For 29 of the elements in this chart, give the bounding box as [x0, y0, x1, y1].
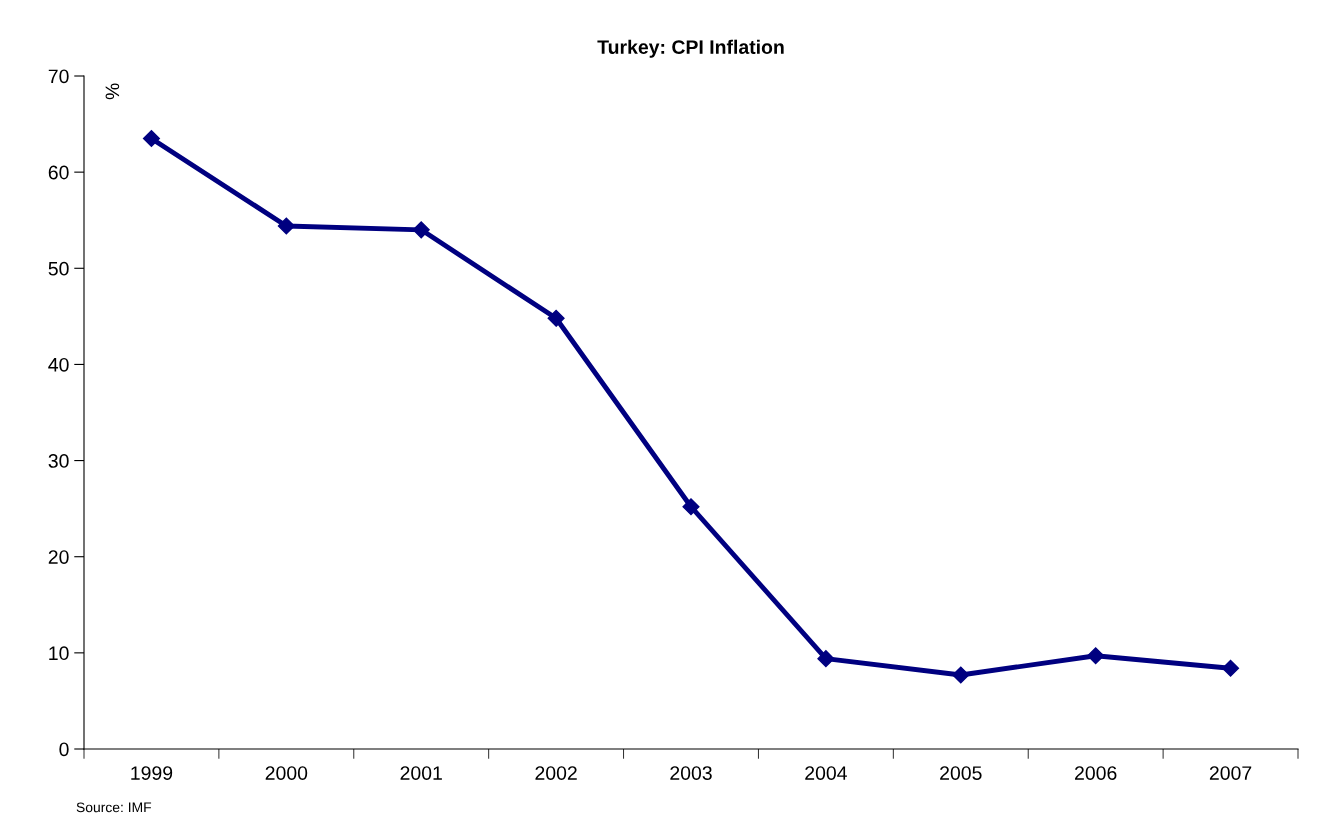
point [1087, 647, 1105, 665]
point [952, 666, 970, 684]
x-tick-label: 2004 [805, 766, 847, 780]
y-tick-label: 20 [48, 550, 69, 564]
y-axis-title: % [105, 83, 120, 100]
point [412, 221, 430, 239]
x-tick-label: 2006 [1075, 766, 1117, 780]
x-tick-label: 2003 [670, 766, 712, 780]
point [277, 217, 295, 235]
point [142, 129, 160, 148]
chart-title: Turkey: CPI Inflation [597, 39, 784, 58]
point [682, 498, 700, 516]
y-tick-label: 60 [48, 165, 69, 180]
x-tick-label: 2005 [940, 766, 982, 780]
source-note: Source: IMF [76, 802, 152, 813]
x-tick-label: 1999 [131, 766, 173, 780]
x-tick-label: 2007 [1209, 766, 1252, 780]
y-tick-label: 40 [48, 357, 69, 372]
point [817, 650, 835, 668]
y-tick-label: 70 [48, 69, 69, 84]
y-tick-label: 50 [48, 261, 69, 276]
point [1222, 659, 1240, 677]
y-tick-label: 30 [48, 454, 69, 468]
point [547, 309, 565, 327]
x-tick-label: 2000 [265, 766, 308, 780]
x-tick-label: 2002 [535, 766, 577, 780]
x-tick-label: 2001 [400, 766, 442, 780]
y-tick-label: 10 [49, 646, 69, 661]
y-tick-label: 0 [59, 742, 69, 757]
